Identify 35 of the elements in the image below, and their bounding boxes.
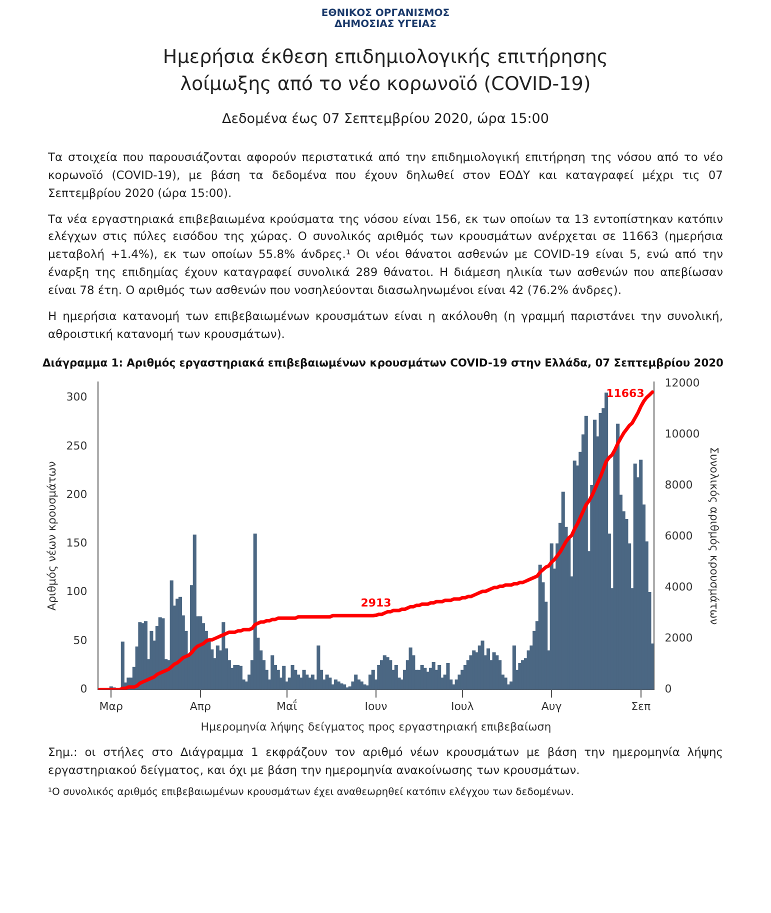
x-tick-label: Μαΐ bbox=[276, 699, 298, 714]
y-axis-title: Αριθμός νέων κρουσμάτων bbox=[45, 462, 58, 611]
y-tick-label: 100 bbox=[66, 585, 88, 598]
data-label: 11663 bbox=[606, 387, 644, 400]
text: Η ημερήσια κατανομή των επιβεβαιωμένων κρουσμάτων είναι η ακόλουθη (η γραμμή παριστάνει την συνολική, αθροιστική κατανομή των κρουσμάτων). bbox=[47, 308, 724, 342]
y-tick-label: 200 bbox=[66, 488, 88, 502]
y-tick-label: 300 bbox=[66, 390, 88, 404]
y2-tick-label: 2000 bbox=[664, 632, 693, 645]
y-tick-label: 0 bbox=[80, 682, 88, 696]
text: Τα νέα εργαστηριακά επιβεβαιωμένα κρούσματα της νόσου είναι 156, εκ των οποίων τα 13 εντοπίστηκαν κατόπιν ελέγχων στις πύλες εισόδου της χώρας. Ο συνολικός αριθμός των κρουσμάτων ανέρχεται σε 11663 (ημερήσια μεταβολή +1.4%), εκ των οποίων 55.8% άνδρες.¹ Οι νέοι θάνατοι ασθενών με COVID-19 είναι 5, ενώ από την έναρξη της επιδημίας έχουν καταγραφεί συνολικά 289 θάνατοι. Η διάμεση ηλικία των ασθενών που απεβίωσαν είναι 78 έτη. Ο αριθμός των ασθενών που νοσηλεύονται διασωληνωμένοι είναι 42 (76.2% άνδρες). bbox=[47, 210, 724, 299]
y-tick-label: 250 bbox=[66, 440, 88, 453]
y2-tick-label: 8000 bbox=[664, 478, 693, 492]
y2-tick-label: 6000 bbox=[664, 530, 693, 543]
text: ¹Ο συνολικός αριθμός επιβεβαιωμένων κρουσμάτων έχει αναθεωρηθεί κατόπιν ελέγχου των δεδομένων. bbox=[47, 786, 575, 800]
x-tick-label: Μαρ bbox=[99, 700, 124, 714]
x-tick-label: Σεπ bbox=[631, 700, 651, 714]
y2-tick-label: 4000 bbox=[664, 580, 693, 594]
data-label: 2913 bbox=[360, 596, 392, 610]
text: Δεδομένα έως 07 Σεπτεμβρίου 2020, ώρα 15:00 bbox=[221, 111, 550, 128]
y2-tick-label: 10000 bbox=[664, 428, 700, 441]
x-tick-label: Αυγ bbox=[541, 700, 562, 714]
text: Σημ.: οι στήλες στο Διάγραμμα 1 εκφράζουν τον αριθμό νέων κρουσμάτων με βάση την ημερομηνία λήψης εργαστηριακού δείγματος, και όχι με βάση την ημερομηνία ανακοίνωσης των κρουσμάτων. bbox=[47, 744, 724, 779]
text: ΕΘΝΙΚΟΣ ΟΡΓΑΝΙΣΜΟΣ ΔΗΜΟΣΙΑΣ ΥΓΕΙΑΣ bbox=[320, 8, 451, 30]
y2-axis-title: Συνολικός αριθμός κρουσμάτων bbox=[708, 447, 721, 626]
y2-tick-label: 0 bbox=[664, 682, 672, 696]
chart-title: Διάγραμμα 1: Αριθμός εργαστηριακά επιβεβαιωμένων κρουσμάτων COVID-19 στην Ελλάδα, 07 Σεπτεμβρίου 2020 bbox=[42, 356, 724, 370]
x-axis-title: Ημερομηνία λήψης δείγματος προς εργαστηριακή επιβεβαίωση bbox=[200, 720, 552, 734]
y-tick-label: 150 bbox=[66, 536, 88, 550]
x-tick-label: Ιουν bbox=[364, 700, 388, 714]
text: Τα στοιχεία που παρουσιάζονται αφορούν περιστατικά από την επιδημιολογική επιτήρηση της νόσου από το νέο κορωνοϊό (COVID-19), με βάση τα δεδομένα που έχουν δηλωθεί στον ΕΟΔΥ και καταγραφεί μέχρι τις 07 Σεπτεμβρίου 2020 (ώρα 15:00). bbox=[47, 149, 724, 202]
x-tick-label: Ιουλ bbox=[450, 700, 474, 714]
x-tick-label: Απρ bbox=[190, 700, 211, 714]
y2-tick-label: 12000 bbox=[664, 376, 700, 390]
text: Ημερήσια έκθεση επιδημιολογικής επιτήρησης λοίμωξης από το νέο κορωνοϊό (COVID-19) bbox=[162, 45, 610, 97]
y-tick-label: 50 bbox=[73, 634, 88, 648]
